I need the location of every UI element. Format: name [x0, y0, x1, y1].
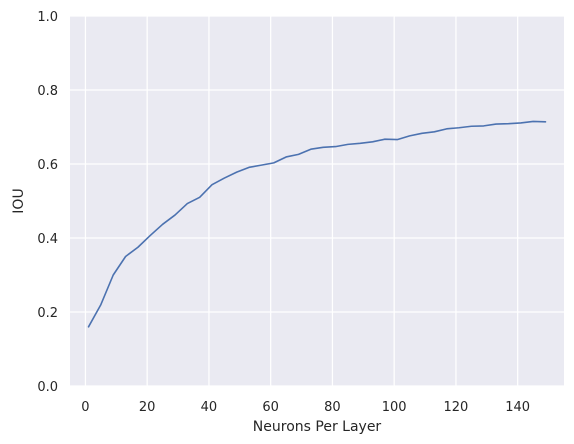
series-layer — [87, 120, 547, 328]
x-tick-labels: 0 20 40 60 80 100 120 140 — [81, 400, 530, 415]
y-tick-label: 0.4 — [37, 232, 58, 247]
x-axis-label: Neurons Per Layer — [253, 419, 382, 435]
series-line — [87, 120, 547, 328]
x-tick-label: 120 — [444, 400, 469, 415]
y-tick-labels: 0.0 0.2 0.4 0.6 0.8 1.0 — [37, 10, 58, 395]
x-gridlines — [84, 16, 519, 386]
y-tick-label: 1.0 — [37, 10, 58, 25]
x-tick-label: 100 — [382, 400, 407, 415]
y-tick-label: 0.2 — [37, 306, 58, 321]
y-tick-label: 0.0 — [37, 380, 58, 395]
y-tick-label: 0.8 — [37, 84, 58, 99]
y-gridlines — [70, 15, 564, 387]
y-axis-label: IOU — [11, 188, 27, 213]
x-tick-label: 60 — [262, 400, 279, 415]
x-tick-label: 40 — [201, 400, 218, 415]
x-tick-label: 0 — [81, 400, 89, 415]
x-tick-label: 20 — [139, 400, 156, 415]
x-tick-label: 80 — [324, 400, 341, 415]
plot-area — [70, 16, 564, 386]
x-tick-label: 140 — [505, 400, 530, 415]
y-tick-label: 0.6 — [37, 158, 58, 173]
